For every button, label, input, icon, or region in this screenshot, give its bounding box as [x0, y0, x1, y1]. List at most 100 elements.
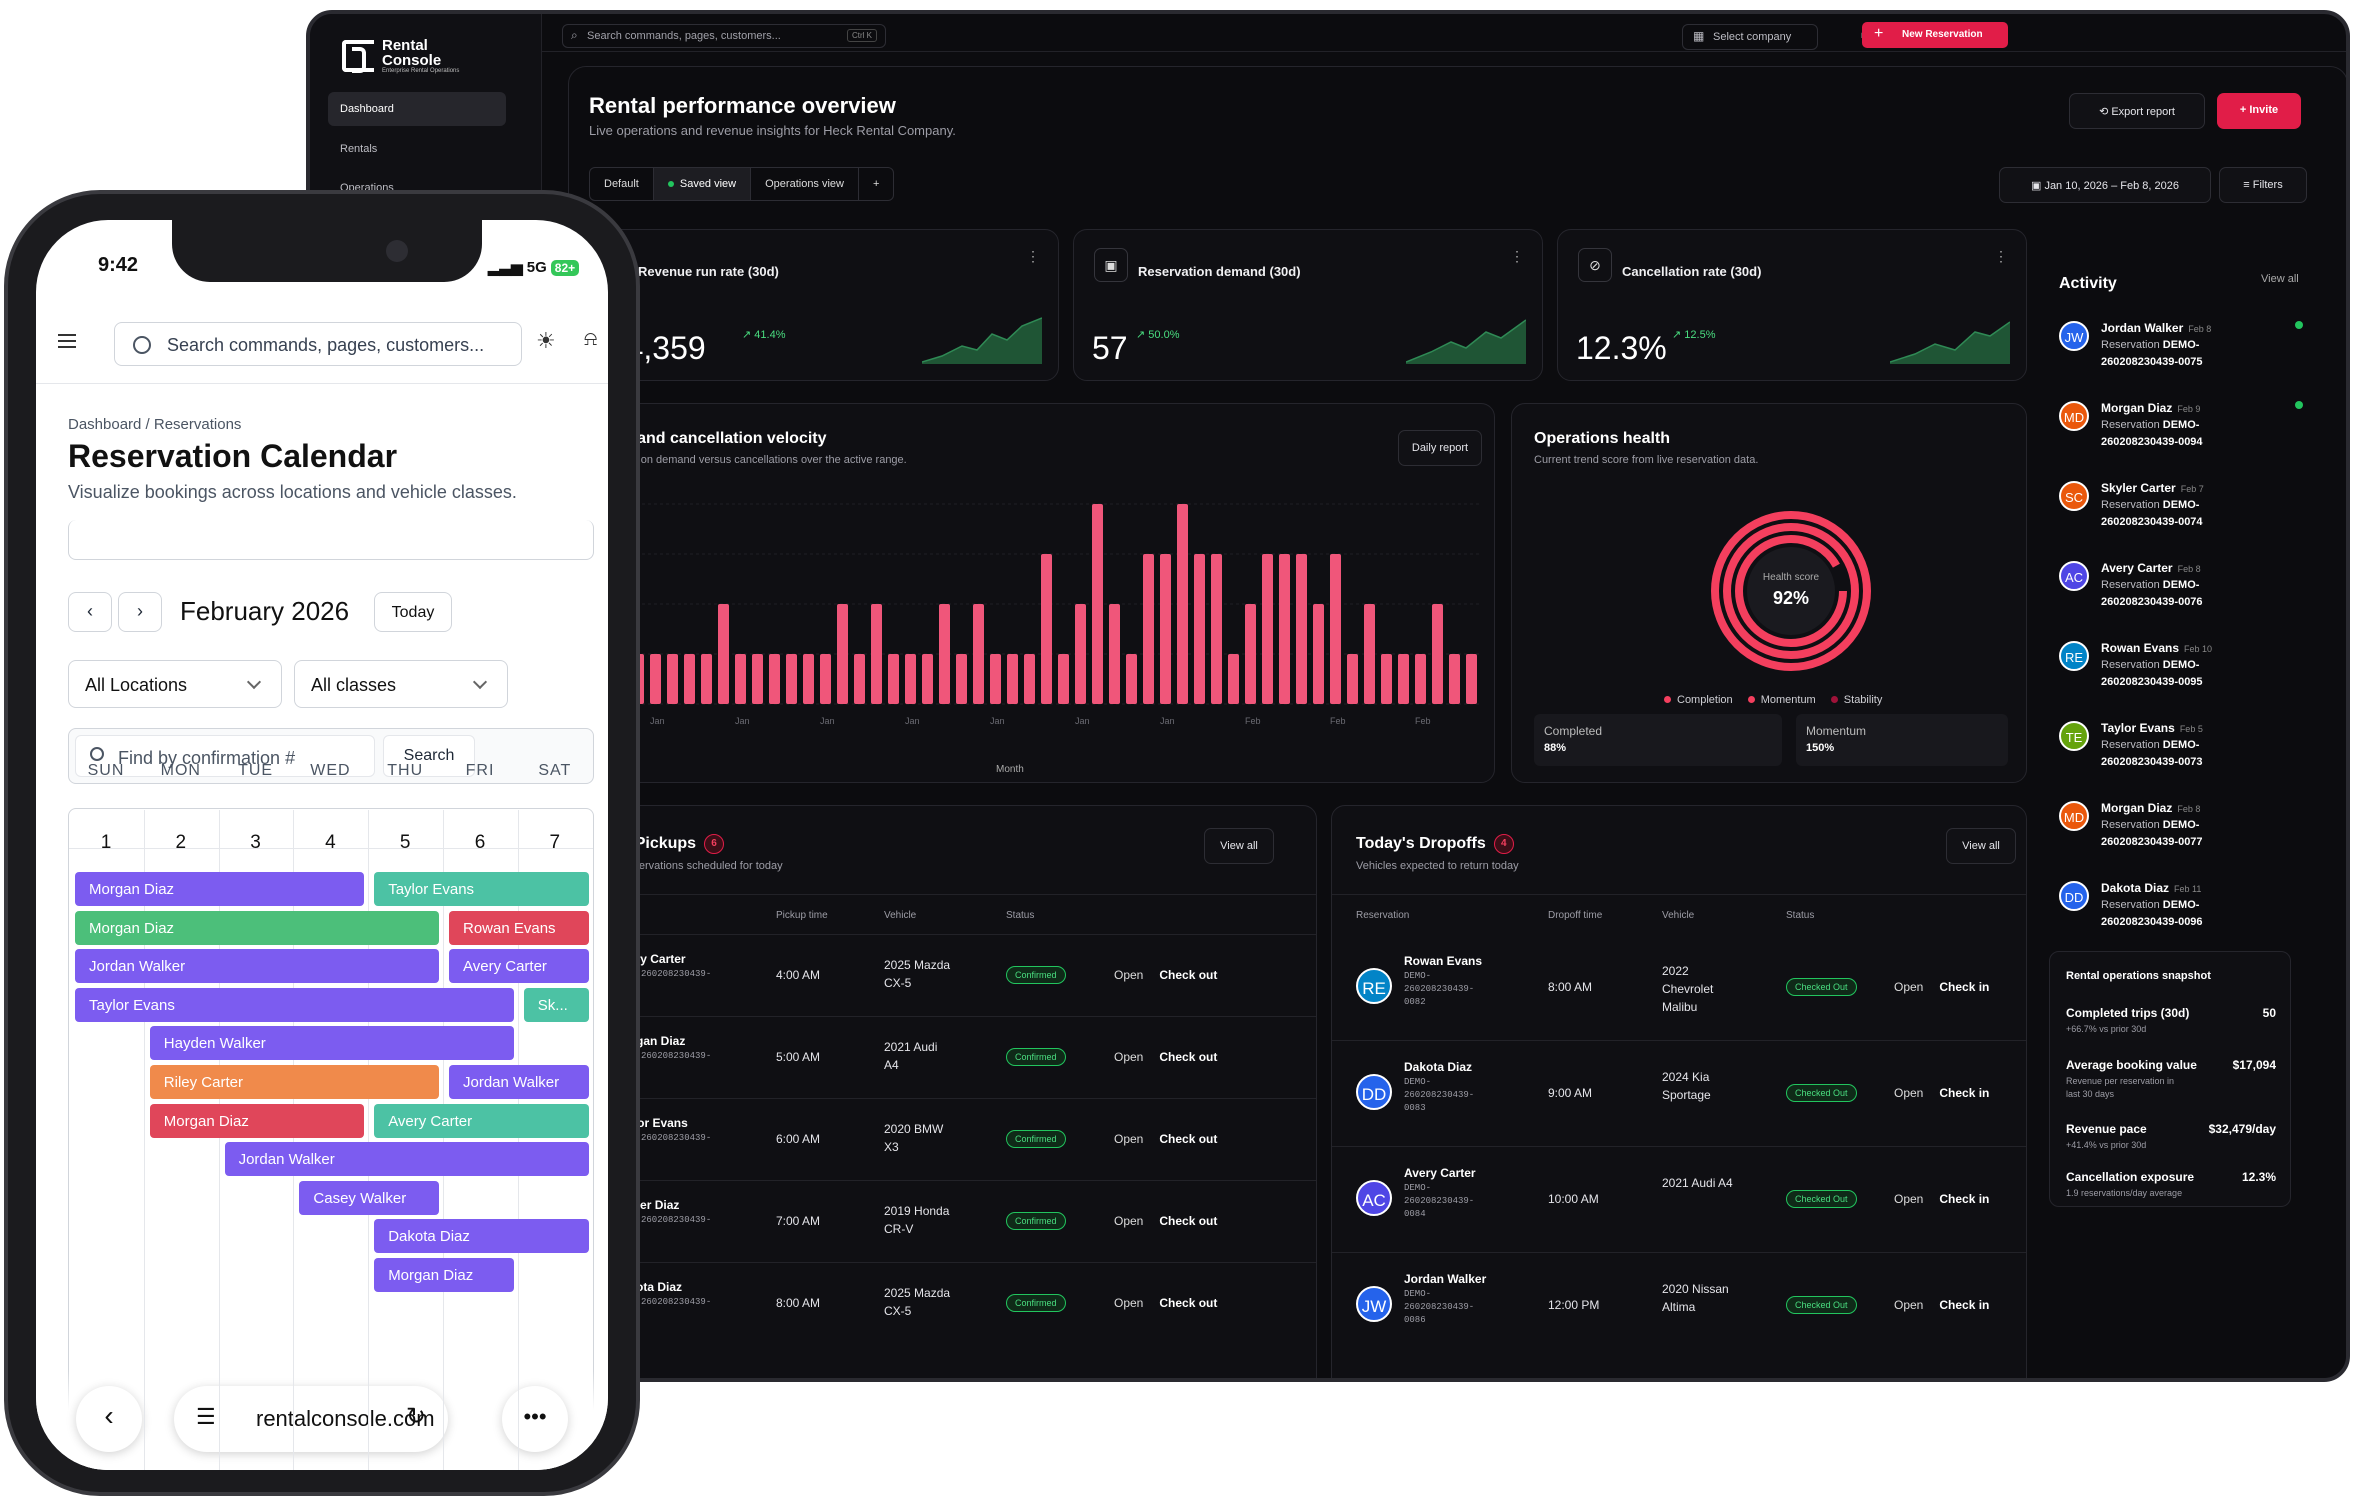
url-bar[interactable]: ☰ rentalconsole.com ↻ [174, 1386, 448, 1452]
demand-bar[interactable] [871, 604, 882, 704]
demand-bar[interactable] [1262, 554, 1273, 704]
demand-bar[interactable] [1330, 554, 1341, 704]
day-number[interactable]: 4 [325, 832, 336, 853]
location-select[interactable]: All Locations [68, 660, 282, 708]
check-in-link[interactable]: Check in [1939, 1298, 1990, 1312]
open-link[interactable]: Open [1114, 1296, 1144, 1310]
activity-item[interactable]: RE Rowan Evans Feb 10 Reservation DEMO- 2602… [2059, 641, 2299, 711]
demand-bar[interactable] [1381, 654, 1392, 704]
demand-bar[interactable] [939, 604, 950, 704]
demand-bar[interactable] [1415, 654, 1426, 704]
demand-bar[interactable] [1466, 654, 1477, 704]
confirmation-input[interactable]: Find by confirmation # [75, 735, 375, 777]
open-link[interactable]: Open [1894, 980, 1924, 994]
calendar-event[interactable]: Dakota Diaz [374, 1219, 589, 1254]
demand-bar[interactable] [1058, 654, 1069, 704]
demand-bar[interactable] [956, 654, 967, 704]
open-link[interactable]: Open [1114, 1050, 1144, 1064]
pickups-view-all-button[interactable]: View all [1204, 828, 1274, 864]
tab-operations-view[interactable]: Operations view [751, 168, 859, 200]
demand-bar[interactable] [752, 654, 763, 704]
calendar-event[interactable]: Morgan Diaz [374, 1258, 514, 1292]
demand-bar[interactable] [820, 654, 831, 704]
more-icon[interactable]: ⋮ [1026, 248, 1040, 264]
demand-bar[interactable] [1347, 654, 1358, 704]
activity-item[interactable]: TE Taylor Evans Feb 5 Reservation DEMO- 2602… [2059, 721, 2299, 791]
activity-view-all-link[interactable]: View all [2261, 273, 2299, 285]
demand-bar[interactable] [1177, 504, 1188, 704]
menu-icon[interactable] [58, 334, 76, 348]
demand-bar[interactable] [1228, 654, 1239, 704]
prev-month-button[interactable]: ‹ [68, 592, 112, 632]
demand-bar[interactable] [854, 654, 865, 704]
mobile-search-input[interactable]: Search commands, pages, customers... [114, 322, 522, 366]
dropoffs-view-all-button[interactable]: View all [1946, 828, 2016, 864]
search-input[interactable]: ⌕ Search commands, pages, customers... C… [562, 24, 886, 48]
demand-bar[interactable] [1109, 604, 1120, 704]
demand-bar[interactable] [1296, 554, 1307, 704]
filters-button[interactable]: ≡ Filters [2219, 167, 2307, 203]
demand-bar[interactable] [1075, 604, 1086, 704]
demand-bar[interactable] [1126, 654, 1137, 704]
calendar-event[interactable]: Morgan Diaz [75, 872, 365, 906]
demand-bar[interactable] [803, 654, 814, 704]
day-number[interactable]: 3 [250, 832, 261, 853]
activity-item[interactable]: SC Skyler Carter Feb 7 Reservation DEMO- 260… [2059, 481, 2299, 551]
tab-saved-view[interactable]: Saved view [653, 168, 752, 200]
day-number[interactable]: 6 [474, 832, 486, 853]
demand-bar[interactable] [837, 604, 848, 704]
demand-bar[interactable] [1432, 604, 1443, 704]
back-icon[interactable]: ‹ [76, 1386, 142, 1452]
open-link[interactable]: Open [1894, 1086, 1924, 1100]
calendar-event[interactable]: Sk... [523, 987, 589, 1022]
demand-bar[interactable] [1364, 604, 1375, 704]
activity-item[interactable]: DD Dakota Diaz Feb 11 Reservation DEMO- 2602… [2059, 881, 2299, 951]
more-icon[interactable]: ⋮ [1510, 248, 1524, 264]
calendar-event[interactable]: Rowan Evans [449, 910, 589, 945]
next-month-button[interactable]: › [118, 592, 162, 632]
sidebar-item-rentals[interactable]: Rentals [340, 143, 378, 155]
tabs-icon[interactable]: ☰ [196, 1404, 216, 1429]
reload-icon[interactable]: ↻ [405, 1403, 426, 1430]
check-out-link[interactable]: Check out [1159, 1050, 1218, 1064]
more-icon[interactable]: ⋮ [1994, 248, 2008, 264]
demand-bar[interactable] [922, 654, 933, 704]
demand-bar[interactable] [667, 654, 678, 704]
calendar-event[interactable]: Riley Carter [149, 1065, 439, 1099]
open-link[interactable]: Open [1894, 1298, 1924, 1312]
day-number[interactable]: 2 [175, 832, 187, 853]
tab-default[interactable]: Default [590, 168, 654, 200]
calendar-event[interactable]: Taylor Evans [374, 872, 589, 906]
demand-bar[interactable] [990, 654, 1001, 704]
open-link[interactable]: Open [1114, 1214, 1144, 1228]
add-tab-button[interactable]: + [873, 178, 880, 190]
demand-bar[interactable] [684, 654, 695, 704]
calendar-event[interactable]: Jordan Walker [75, 949, 439, 984]
demand-bar[interactable] [1194, 554, 1205, 704]
demand-bar[interactable] [786, 654, 797, 704]
check-in-link[interactable]: Check in [1939, 1086, 1990, 1100]
calendar-event[interactable]: Jordan Walker [449, 1065, 589, 1099]
demand-bar[interactable] [1160, 554, 1171, 704]
demand-bar[interactable] [1211, 554, 1222, 704]
demand-bar[interactable] [650, 654, 661, 704]
today-button[interactable]: Today [374, 592, 452, 632]
check-in-link[interactable]: Check in [1939, 980, 1990, 994]
demand-bar[interactable] [1143, 554, 1154, 704]
demand-bar[interactable] [1007, 654, 1018, 704]
check-in-link[interactable]: Check in [1939, 1192, 1990, 1206]
check-out-link[interactable]: Check out [1159, 1214, 1218, 1228]
day-number[interactable]: 7 [549, 832, 561, 853]
activity-item[interactable]: AC Avery Carter Feb 8 Reservation DEMO- 2602… [2059, 561, 2299, 631]
new-reservation-button[interactable]: New Reservation [1862, 22, 2008, 48]
sidebar-item-dashboard[interactable]: Dashboard [328, 92, 506, 126]
check-out-link[interactable]: Check out [1159, 968, 1218, 982]
date-range-picker[interactable]: ▣ Jan 10, 2026 – Feb 8, 2026 [1999, 167, 2211, 203]
calendar-event[interactable]: Jordan Walker [224, 1142, 589, 1177]
app-logo[interactable]: Rental Console Enterprise Rental Operati… [342, 38, 459, 74]
demand-bar[interactable] [1041, 554, 1052, 704]
demand-bar[interactable] [888, 654, 899, 704]
open-link[interactable]: Open [1894, 1192, 1924, 1206]
activity-item[interactable]: MD Morgan Diaz Feb 8 Reservation DEMO- 26020… [2059, 801, 2299, 871]
company-selector[interactable]: ▦ Select company [1682, 24, 1818, 50]
